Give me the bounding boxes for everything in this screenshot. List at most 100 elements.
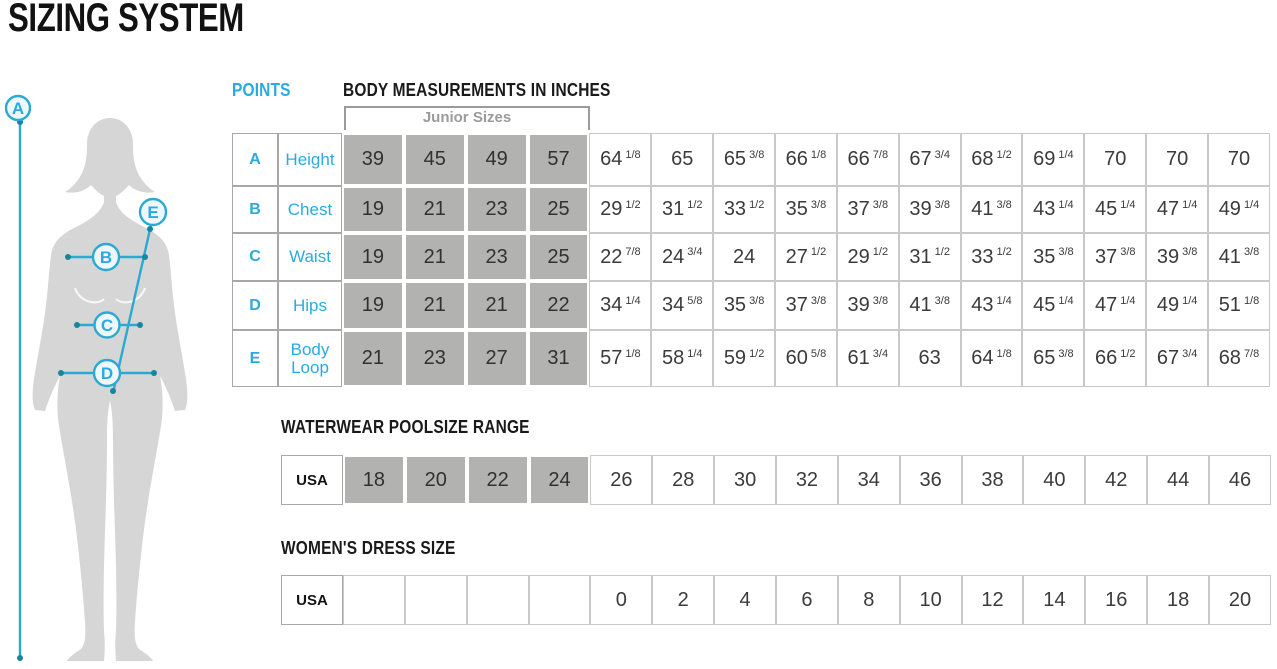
- size-value-cell: 24 3/4: [651, 233, 714, 281]
- size-value-cell: 35 3/8: [713, 281, 776, 330]
- dress-size-cell: 14: [1023, 575, 1086, 625]
- junior-size-cell: 25: [527, 186, 590, 233]
- junior-size-cell: 39: [342, 133, 404, 186]
- dress-size-cell: 6: [776, 575, 838, 625]
- junior-size-cell: 22: [527, 281, 590, 330]
- bust-contour-right: [115, 287, 146, 304]
- junior-size-cell: 21: [342, 330, 404, 387]
- size-value-cell: 43 1/4: [960, 281, 1023, 330]
- point-letter-cell: E: [232, 330, 278, 387]
- svg-text:E: E: [147, 203, 158, 222]
- junior-size-cell: 31: [527, 330, 590, 387]
- size-value-cell: 68 7/8: [1208, 330, 1270, 387]
- poolsize-cell: 36: [899, 455, 962, 505]
- junior-size-cell: 21: [403, 281, 466, 330]
- poolsize-cell: 40: [1023, 455, 1086, 505]
- body-measurements-heading: BODY MEASUREMENTS IN INCHES: [343, 80, 611, 100]
- svg-text:A: A: [12, 99, 24, 118]
- dress-size-cell: 2: [652, 575, 715, 625]
- size-value-cell: 70: [1084, 133, 1147, 186]
- point-a-marker: A: [4, 94, 32, 122]
- size-value-cell: 31 1/2: [651, 186, 714, 233]
- point-b-marker: B: [91, 242, 121, 272]
- empty-cell: [528, 575, 591, 625]
- size-value-cell: 41 3/8: [898, 281, 961, 330]
- measurement-label-cell: Chest: [278, 186, 342, 233]
- junior-size-cell: 23: [465, 186, 528, 233]
- dress-size-cell: 16: [1085, 575, 1148, 625]
- size-value-cell: 65 3/8: [713, 133, 776, 186]
- size-value-cell: 66 1/8: [775, 133, 837, 186]
- size-value-cell: 70: [1146, 133, 1209, 186]
- junior-size-cell: 19: [342, 233, 404, 281]
- point-e-marker: E: [138, 197, 168, 227]
- body-loop-measure-line: [111, 224, 153, 394]
- poolsize-junior-cell: 18: [343, 455, 405, 505]
- usa-label-cell: USA: [281, 575, 343, 625]
- size-value-cell: 66 7/8: [836, 133, 899, 186]
- size-value-cell: 47 1/4: [1146, 186, 1209, 233]
- body-measurements-table: A Height 39 45 49 57 64 1/8 65 65 3/8 66 1/8 66 7/8 67 3…: [232, 133, 1270, 387]
- poolsize-cell: 32: [776, 455, 838, 505]
- measurement-label-cell: Body Loop: [278, 330, 342, 387]
- size-value-cell: 65 3/8: [1022, 330, 1085, 387]
- size-value-cell: 58 1/4: [651, 330, 714, 387]
- size-value-cell: 70: [1208, 133, 1270, 186]
- size-value-cell: 45 1/4: [1022, 281, 1085, 330]
- size-value-cell: 33 1/2: [713, 186, 776, 233]
- size-value-cell: 69 1/4: [1022, 133, 1085, 186]
- junior-size-cell: 21: [465, 281, 528, 330]
- junior-size-cell: 57: [527, 133, 590, 186]
- point-d-marker: D: [92, 358, 122, 388]
- point-letter-cell: D: [232, 281, 278, 330]
- dress-size-cell: 0: [590, 575, 653, 625]
- junior-size-cell: 19: [342, 281, 404, 330]
- dress-size-cell: 20: [1209, 575, 1271, 625]
- silhouette-head: [65, 118, 155, 207]
- poolsize-cell: 34: [837, 455, 900, 505]
- size-value-cell: 47 1/4: [1084, 281, 1147, 330]
- junior-size-cell: 21: [403, 186, 466, 233]
- junior-size-cell: 23: [465, 233, 528, 281]
- point-letter-cell: A: [232, 133, 278, 186]
- size-value-cell: 64 1/8: [960, 330, 1023, 387]
- silhouette-body: [32, 202, 188, 661]
- poolsize-junior-cell: 24: [528, 455, 591, 505]
- junior-size-cell: 49: [465, 133, 528, 186]
- size-value-cell: 34 5/8: [651, 281, 714, 330]
- point-c-marker: C: [93, 311, 121, 339]
- junior-size-cell: 21: [403, 233, 466, 281]
- empty-cell: [343, 575, 405, 625]
- measure-endpoint-dots: [17, 119, 157, 661]
- junior-size-cell: 27: [465, 330, 528, 387]
- size-value-cell: 41 3/8: [1208, 233, 1270, 281]
- dress-size-cell: 8: [837, 575, 900, 625]
- size-value-cell: 35 3/8: [775, 186, 837, 233]
- dress-size-cell: 4: [714, 575, 777, 625]
- size-value-cell: 35 3/8: [1022, 233, 1085, 281]
- size-value-cell: 64 1/8: [589, 133, 652, 186]
- page-title: SIZING SYSTEM: [8, 0, 244, 40]
- junior-size-cell: 25: [527, 233, 590, 281]
- point-letter-cell: B: [232, 186, 278, 233]
- size-value-cell: 49 1/4: [1208, 186, 1270, 233]
- size-value-cell: 49 1/4: [1146, 281, 1209, 330]
- size-value-cell: 31 1/2: [898, 233, 961, 281]
- size-value-cell: 29 1/2: [589, 186, 652, 233]
- poolsize-cell: 30: [714, 455, 777, 505]
- size-value-cell: 43 1/4: [1022, 186, 1085, 233]
- size-value-cell: 37 3/8: [836, 186, 899, 233]
- waterwear-poolsize-table: USA 18 20 22 24 26 28 30 32 34 36 38 40 42 44 46: [281, 455, 1271, 505]
- size-value-cell: 66 1/2: [1084, 330, 1147, 387]
- svg-text:C: C: [101, 316, 113, 335]
- body-measurement-figure: A E B C D: [4, 94, 188, 661]
- size-value-cell: 63: [898, 330, 961, 387]
- size-value-cell: 39 3/8: [836, 281, 899, 330]
- measurement-label-cell: Waist: [278, 233, 342, 281]
- waterwear-heading: WATERWEAR POOLSIZE RANGE: [281, 417, 530, 437]
- poolsize-cell: 44: [1147, 455, 1210, 505]
- junior-sizes-bracket: Junior Sizes: [344, 106, 590, 130]
- bust-contour-left: [74, 287, 105, 304]
- junior-size-cell: 23: [403, 330, 466, 387]
